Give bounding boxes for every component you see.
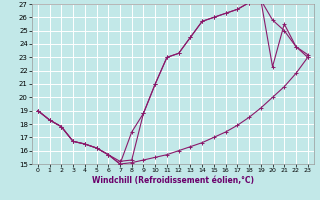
X-axis label: Windchill (Refroidissement éolien,°C): Windchill (Refroidissement éolien,°C)	[92, 176, 254, 185]
